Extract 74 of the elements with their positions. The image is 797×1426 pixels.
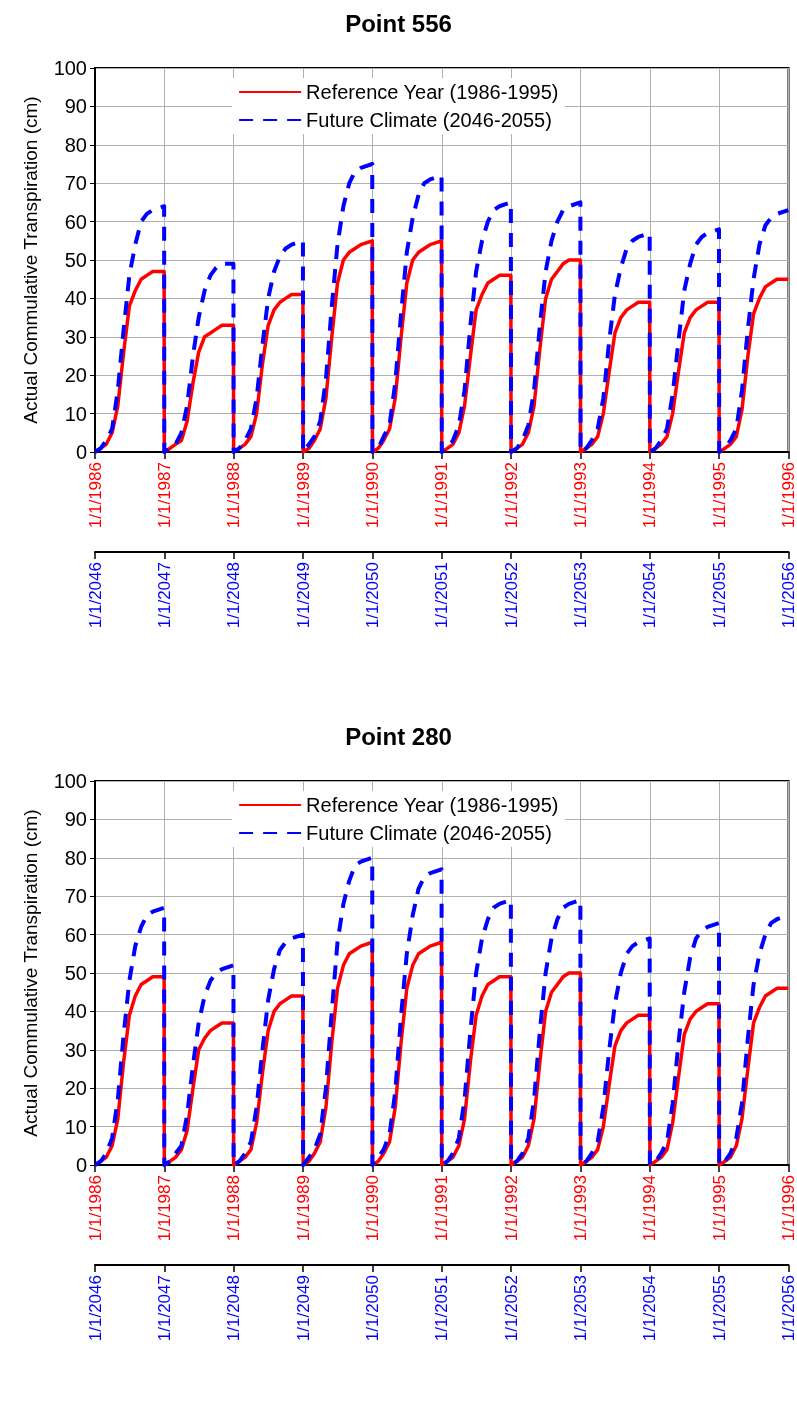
y-axis-title: Actual Commulative Transpiration (cm) xyxy=(20,809,41,1137)
y-tick-label: 10 xyxy=(64,1115,87,1138)
x-tick-label: 1/1/1993 xyxy=(571,462,591,529)
y-tick-label: 50 xyxy=(64,249,87,271)
chart-title: Point 556 xyxy=(345,9,452,37)
x2-tick-label: 1/1/2049 xyxy=(293,562,313,629)
y-tick-label: 40 xyxy=(64,287,87,310)
x-tick-label: 1/1/1992 xyxy=(501,462,521,529)
x-tick-label: 1/1/1987 xyxy=(154,1175,174,1242)
x2-tick-label: 1/1/2056 xyxy=(779,1275,797,1342)
x2-tick-label: 1/1/2049 xyxy=(293,1275,313,1342)
x-tick-label: 1/1/1994 xyxy=(640,462,660,529)
y-tick-label: 60 xyxy=(64,923,87,946)
y-tick-label: 0 xyxy=(75,441,87,463)
y-tick-label: 30 xyxy=(64,325,87,348)
x2-tick-label: 1/1/2052 xyxy=(501,562,521,629)
y-tick-label: 80 xyxy=(64,133,87,156)
x-tick-label: 1/1/1992 xyxy=(501,1175,521,1242)
x2-tick-label: 1/1/2055 xyxy=(709,1275,729,1342)
x2-tick-label: 1/1/2047 xyxy=(154,562,174,629)
x-tick-label: 1/1/1996 xyxy=(779,462,797,529)
x-tick-label: 1/1/1986 xyxy=(85,1175,105,1242)
y-tick-label: 10 xyxy=(64,402,87,425)
x2-tick-label: 1/1/2053 xyxy=(571,562,591,629)
x-tick-label: 1/1/1993 xyxy=(571,1175,591,1242)
y-tick-label: 50 xyxy=(64,962,87,984)
y-tick-label: 70 xyxy=(64,885,87,908)
y-tick-label: 40 xyxy=(64,1000,87,1023)
x-tick-label: 1/1/1996 xyxy=(779,1175,797,1242)
x2-tick-label: 1/1/2051 xyxy=(432,562,452,629)
x2-tick-label: 1/1/2047 xyxy=(154,1275,174,1342)
y-tick-label: 100 xyxy=(53,770,87,792)
x-tick-label: 1/1/1991 xyxy=(432,462,452,529)
chart-title: Point 280 xyxy=(345,722,452,750)
y-tick-label: 30 xyxy=(64,1038,87,1061)
x-tick-label: 1/1/1987 xyxy=(154,462,174,529)
legend-label: Reference Year (1986-1995) xyxy=(306,794,559,816)
x2-tick-label: 1/1/2051 xyxy=(432,1275,452,1342)
legend-label: Future Climate (2046-2055) xyxy=(306,822,552,844)
x2-tick-label: 1/1/2050 xyxy=(362,562,382,629)
y-tick-label: 60 xyxy=(64,210,87,233)
x-tick-label: 1/1/1988 xyxy=(224,462,244,529)
x2-tick-label: 1/1/2054 xyxy=(640,562,660,629)
x2-tick-label: 1/1/2050 xyxy=(362,1275,382,1342)
y-tick-label: 0 xyxy=(75,1154,87,1176)
x2-tick-label: 1/1/2054 xyxy=(640,1275,660,1342)
x-tick-label: 1/1/1995 xyxy=(709,462,729,529)
x-tick-label: 1/1/1989 xyxy=(293,1175,313,1242)
x2-tick-label: 1/1/2048 xyxy=(224,562,244,629)
x2-tick-label: 1/1/2056 xyxy=(779,562,797,629)
x-tick-label: 1/1/1995 xyxy=(709,1175,729,1242)
x-tick-label: 1/1/1990 xyxy=(362,462,382,529)
y-tick-label: 20 xyxy=(64,364,87,387)
x2-tick-label: 1/1/2048 xyxy=(224,1275,244,1342)
x-tick-label: 1/1/1990 xyxy=(362,1175,382,1242)
y-tick-label: 90 xyxy=(64,808,87,831)
y-tick-label: 90 xyxy=(64,95,87,118)
y-tick-label: 70 xyxy=(64,172,87,195)
x2-tick-label: 1/1/2053 xyxy=(571,1275,591,1342)
y-axis-title: Actual Commulative Transpiration (cm) xyxy=(20,96,41,424)
legend-label: Future Climate (2046-2055) xyxy=(306,109,552,131)
x-tick-label: 1/1/1994 xyxy=(640,1175,660,1242)
y-tick-label: 100 xyxy=(53,57,87,79)
y-tick-label: 20 xyxy=(64,1077,87,1100)
y-tick-label: 80 xyxy=(64,846,87,869)
x2-tick-label: 1/1/2046 xyxy=(85,562,105,629)
x-tick-label: 1/1/1991 xyxy=(432,1175,452,1242)
x2-tick-label: 1/1/2052 xyxy=(501,1275,521,1342)
x-tick-label: 1/1/1989 xyxy=(293,462,313,529)
x2-tick-label: 1/1/2055 xyxy=(709,562,729,629)
x2-tick-label: 1/1/2046 xyxy=(85,1275,105,1342)
legend-label: Reference Year (1986-1995) xyxy=(306,81,559,103)
x-tick-label: 1/1/1988 xyxy=(224,1175,244,1242)
x-tick-label: 1/1/1986 xyxy=(85,462,105,529)
